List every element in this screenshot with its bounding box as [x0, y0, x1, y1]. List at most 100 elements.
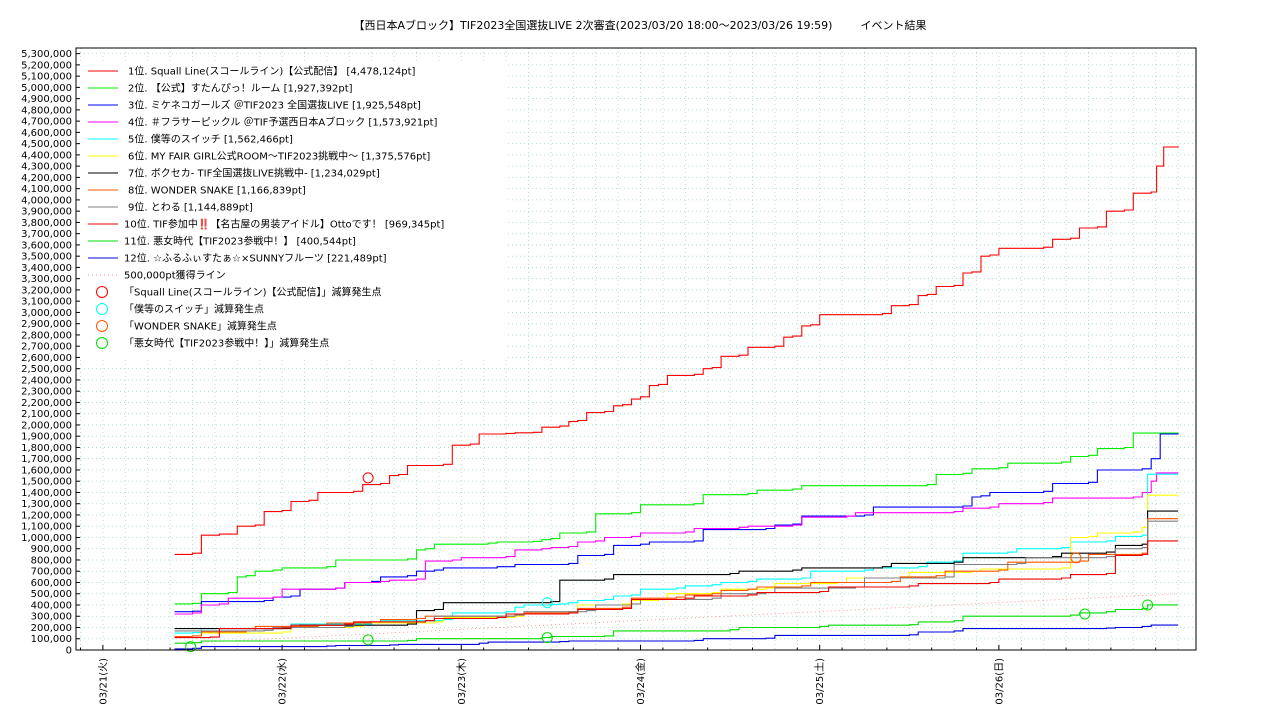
y-tick-label: 1,000,000 [21, 533, 72, 544]
y-tick-label: 3,300,000 [21, 274, 72, 285]
y-tick-label: 1,400,000 [21, 488, 72, 499]
reduction-marker-3 [1070, 552, 1082, 564]
legend-marker-label-1: 「Squall Line(スコールライン)【公式配信】」減算発生点 [124, 286, 382, 299]
y-tick-label: 4,400,000 [21, 150, 72, 161]
y-tick-label: 3,000,000 [21, 308, 72, 319]
legend-marker-label-2: 「僕等のスイッチ」減算発生点 [124, 303, 264, 316]
series-line-8 [174, 518, 1179, 638]
y-tick-label: 1,700,000 [21, 454, 72, 465]
y-tick-label: 600,000 [31, 578, 72, 589]
reduction-marker-4 [1142, 599, 1154, 611]
legend-marker-label-3: 「WONDER SNAKE」減算発生点 [124, 320, 277, 333]
y-tick-label: 3,400,000 [21, 263, 72, 274]
reduction-marker-4 [541, 632, 553, 644]
legend-label-6: 6位. MY FAIR GIRL公式ROOM〜TIF2023挑戦中〜 [1,37… [128, 150, 430, 163]
y-tick-label: 2,400,000 [21, 375, 72, 386]
reduction-marker-4 [362, 634, 374, 646]
legend-marker-2 [96, 303, 108, 315]
y-tick-label: 1,900,000 [21, 432, 72, 443]
y-tick-label: 2,200,000 [21, 398, 72, 409]
y-tick-label: 4,800,000 [21, 105, 72, 116]
y-tick-label: 5,100,000 [21, 72, 72, 83]
series-line-10 [174, 540, 1179, 639]
y-tick-label: 1,100,000 [21, 522, 72, 533]
legend: 1位. Squall Line(スコールライン)【公式配信】 [4,478,12… [88, 65, 444, 350]
x-tick-label: 03/22(水) [277, 658, 289, 705]
y-tick-label: 2,000,000 [21, 420, 72, 431]
y-tick-label: 2,300,000 [21, 387, 72, 398]
y-tick-label: 800,000 [31, 555, 72, 566]
y-tick-label: 100,000 [31, 634, 72, 645]
x-tick-label: 03/24(金) [634, 658, 647, 705]
series-line-2 [174, 432, 1179, 605]
reduction-markers [185, 472, 1154, 653]
y-tick-label: 2,500,000 [21, 364, 72, 375]
reduction-marker-4 [1079, 608, 1091, 620]
y-tick-label: 200,000 [31, 623, 72, 634]
y-tick-label: 3,700,000 [21, 229, 72, 240]
x-tick-label: 03/23(木) [456, 658, 468, 705]
legend-background [77, 62, 507, 358]
y-tick-label: 4,500,000 [21, 139, 72, 150]
series-line-4 [174, 472, 1179, 615]
series-line-1 [174, 146, 1179, 555]
legend-label-2: 2位. 【公式】すたんぴっ！ルーム [1,927,392pt] [128, 82, 353, 95]
legend-label-1: 1位. Squall Line(スコールライン)【公式配信】 [4,478,12… [128, 65, 416, 78]
plot-frame [75, 47, 1197, 651]
y-tick-label: 1,600,000 [21, 465, 72, 476]
y-tick-label: 4,200,000 [21, 173, 72, 184]
y-tick-label: 1,500,000 [21, 477, 72, 488]
series-line-12 [174, 624, 1179, 650]
y-tick-label: 1,200,000 [21, 510, 72, 521]
y-tick-label: 3,900,000 [21, 207, 72, 218]
y-tick-label: 1,300,000 [21, 499, 72, 510]
legend-label-8: 8位. WONDER SNAKE [1,166,839pt] [128, 184, 306, 197]
reduction-marker-2 [541, 597, 553, 609]
chart-title-text: 【西日本Aブロック】TIF2023全国選抜LIVE 2次審査(2023/03/2… [353, 19, 833, 32]
reference-line [183, 593, 1179, 644]
y-tick-label: 1,800,000 [21, 443, 72, 454]
y-tick-label: 3,600,000 [21, 240, 72, 251]
legend-label-4: 4位. ＃フラサーピックル ＠TIF予選西日本Aブロック [1,573,921p… [128, 116, 437, 129]
y-tick-label: 400,000 [31, 600, 72, 611]
y-tick-label: 0 [66, 646, 72, 657]
legend-marker-label-4: 「悪女時代【TIF2023参戦中！】」減算発生点 [124, 337, 329, 350]
series-line-7 [174, 510, 1179, 630]
series-lines [174, 146, 1179, 650]
y-tick-label: 2,100,000 [21, 409, 72, 420]
series-line-11 [174, 604, 1179, 644]
y-tick-label: 2,900,000 [21, 319, 72, 330]
y-tick-label: 5,300,000 [21, 49, 72, 60]
y-tick-label: 5,200,000 [21, 60, 72, 71]
y-tick-label: 4,600,000 [21, 128, 72, 139]
x-tick-label: 03/26(日) [994, 658, 1005, 705]
y-tick-label: 300,000 [31, 612, 72, 623]
legend-label-10: 10位. TIF参加中‼️【名古屋の男装アイドル】Ottoです！ [969,34… [124, 218, 444, 231]
y-tick-label: 500,000 [31, 589, 72, 600]
legend-label-11: 11位. 悪女時代【TIF2023参戦中！】 [400,544pt] [124, 235, 356, 248]
legend-label-reference: 500,000pt獲得ライン [124, 269, 226, 282]
x-tick-label: 03/21(火) [97, 658, 109, 705]
legend-marker-3 [96, 320, 108, 332]
y-tick-label: 3,800,000 [21, 218, 72, 229]
legend-label-12: 12位. ☆ふるふぃすたぁ☆×SUNNYフルーツ [221,489pt] [124, 252, 387, 265]
y-tick-label: 5,000,000 [21, 83, 72, 94]
reference-line-path [183, 593, 1179, 644]
y-tick-label: 900,000 [31, 544, 72, 555]
legend-label-3: 3位. ミケネコガールズ ＠TIF2023 全国選抜LIVE [1,925,54… [128, 99, 421, 112]
y-tick-label: 2,800,000 [21, 330, 72, 341]
y-tick-label: 4,700,000 [21, 117, 72, 128]
legend-label-9: 9位. とわる [1,144,889pt] [128, 201, 253, 214]
y-tick-label: 3,100,000 [21, 297, 72, 308]
y-tick-label: 4,000,000 [21, 195, 72, 206]
series-line-5 [174, 473, 1179, 634]
series-line-6 [174, 494, 1179, 638]
y-tick-label: 700,000 [31, 567, 72, 578]
axes: 0100,000200,000300,000400,000500,000600,… [21, 49, 1157, 705]
y-tick-label: 2,600,000 [21, 353, 72, 364]
legend-label-7: 7位. ボクセカ- TIF全国選抜LIVE挑戦中- [1,234,029pt] [128, 167, 380, 180]
y-tick-label: 4,300,000 [21, 162, 72, 173]
y-tick-label: 4,900,000 [21, 94, 72, 105]
y-tick-label: 3,200,000 [21, 285, 72, 296]
